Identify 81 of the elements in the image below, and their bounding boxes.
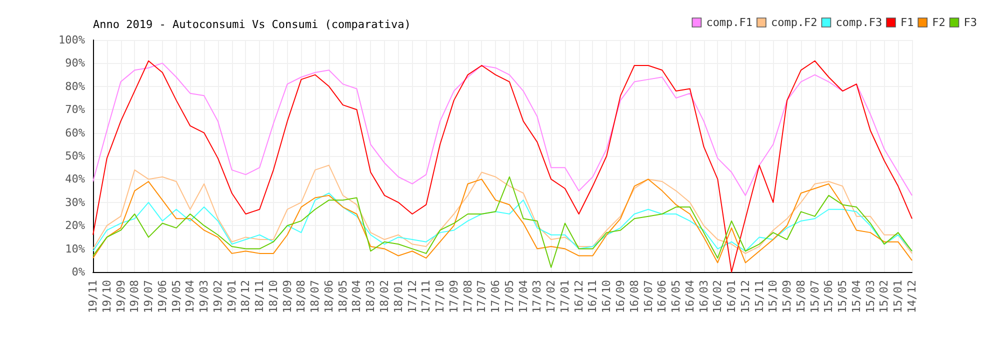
x-tick-label: 19/11 xyxy=(86,280,100,314)
x-tick-label: 18/10 xyxy=(266,280,280,314)
x-tick-label: 17/05 xyxy=(502,280,516,314)
x-tick-label: 15/05 xyxy=(836,280,850,314)
x-tick-label: 19/03 xyxy=(198,280,211,314)
x-tick-label: 17/11 xyxy=(420,280,433,314)
y-tick-label: 90% xyxy=(65,56,86,70)
x-tick-label: 19/05 xyxy=(170,280,183,314)
x-tick-label: 15/10 xyxy=(766,280,780,314)
y-tick-label: 40% xyxy=(65,172,86,186)
x-tick-label: 19/02 xyxy=(211,280,224,314)
y-tick-label: 10% xyxy=(65,242,86,256)
x-tick-label: 15/08 xyxy=(794,280,808,314)
x-tick-label: 18/03 xyxy=(364,280,378,314)
y-tick-label: 60% xyxy=(65,126,86,140)
x-tick-label: 19/04 xyxy=(184,280,197,314)
legend-label: comp.F2 xyxy=(770,16,818,29)
legend-label: comp.F3 xyxy=(836,16,882,29)
legend-label: comp.F1 xyxy=(706,16,753,29)
x-tick-label: 16/02 xyxy=(711,280,724,314)
y-tick-label: 100% xyxy=(58,34,86,46)
x-tick-label: 15/02 xyxy=(878,280,891,314)
x-tick-label: 17/12 xyxy=(406,280,419,314)
x-tick-label: 17/03 xyxy=(530,280,544,314)
x-tick-label: 19/08 xyxy=(128,280,142,314)
y-tick-label: 20% xyxy=(65,219,86,232)
legend-label: F1 xyxy=(900,16,914,29)
x-tick-label: 18/02 xyxy=(378,280,392,314)
x-tick-label: 15/09 xyxy=(780,280,794,314)
y-tick-label: 30% xyxy=(65,196,86,209)
x-tick-label: 15/07 xyxy=(808,280,822,314)
x-tick-label: 18/11 xyxy=(253,280,266,314)
x-tick-label: 15/12 xyxy=(738,280,752,314)
x-tick-label: 15/11 xyxy=(752,280,766,314)
x-tick-label: 19/09 xyxy=(114,280,128,314)
x-tick-label: 17/10 xyxy=(434,280,447,314)
x-tick-label: 16/03 xyxy=(697,280,710,314)
x-tick-label: 16/09 xyxy=(614,280,627,314)
y-tick-label: 0% xyxy=(72,266,86,278)
y-tick-label: 50% xyxy=(65,150,86,162)
y-tick-label: 70% xyxy=(65,103,86,116)
x-tick-label: 15/04 xyxy=(850,280,863,314)
line-series xyxy=(92,164,912,254)
x-tick-label: 15/01 xyxy=(892,280,905,314)
x-tick-label: 18/08 xyxy=(294,280,308,314)
x-tick-label: 18/04 xyxy=(350,280,364,314)
x-tick-label: 19/10 xyxy=(100,280,114,314)
line-series xyxy=(92,192,912,252)
x-tick-label: 16/07 xyxy=(642,280,655,314)
x-tick-label: 18/01 xyxy=(392,280,405,314)
x-tick-label: 18/06 xyxy=(322,280,336,314)
x-tick-label: 17/01 xyxy=(558,280,572,314)
x-tick-label: 17/02 xyxy=(544,280,558,314)
x-tick-label: 17/07 xyxy=(475,280,488,314)
x-tick-label: 17/06 xyxy=(489,280,502,314)
x-tick-label: 14/12 xyxy=(906,280,918,314)
x-tick-label: 16/12 xyxy=(572,280,586,314)
x-tick-label: 19/06 xyxy=(156,280,169,314)
chart-title: Anno 2019 - Autoconsumi Vs Consumi (comparativa) xyxy=(93,18,411,31)
x-tick-label: 15/03 xyxy=(864,280,877,314)
x-tick-label: 19/07 xyxy=(142,280,156,314)
y-tick-label: 80% xyxy=(65,80,86,93)
x-tick-label: 16/10 xyxy=(600,280,614,314)
x-tick-label: 16/05 xyxy=(670,280,683,314)
x-tick-label: 18/12 xyxy=(239,280,252,314)
x-tick-label: 16/04 xyxy=(683,280,696,314)
x-tick-label: 18/07 xyxy=(308,280,322,314)
x-tick-label: 16/06 xyxy=(656,280,669,314)
x-tick-label: 17/09 xyxy=(447,280,460,314)
x-tick-label: 19/01 xyxy=(225,280,238,314)
x-tick-label: 16/08 xyxy=(628,280,641,314)
x-tick-label: 16/11 xyxy=(586,280,600,314)
line-series xyxy=(92,62,912,196)
legend-label: F3 xyxy=(964,16,978,29)
x-tick-label: 17/08 xyxy=(461,280,474,314)
x-tick-label: 16/01 xyxy=(725,280,738,314)
x-tick-label: 17/04 xyxy=(516,280,530,314)
legend-label: F2 xyxy=(932,16,946,29)
x-tick-label: 18/05 xyxy=(336,280,350,314)
x-tick-label: 18/09 xyxy=(280,280,294,314)
x-tick-label: 15/06 xyxy=(822,280,836,314)
